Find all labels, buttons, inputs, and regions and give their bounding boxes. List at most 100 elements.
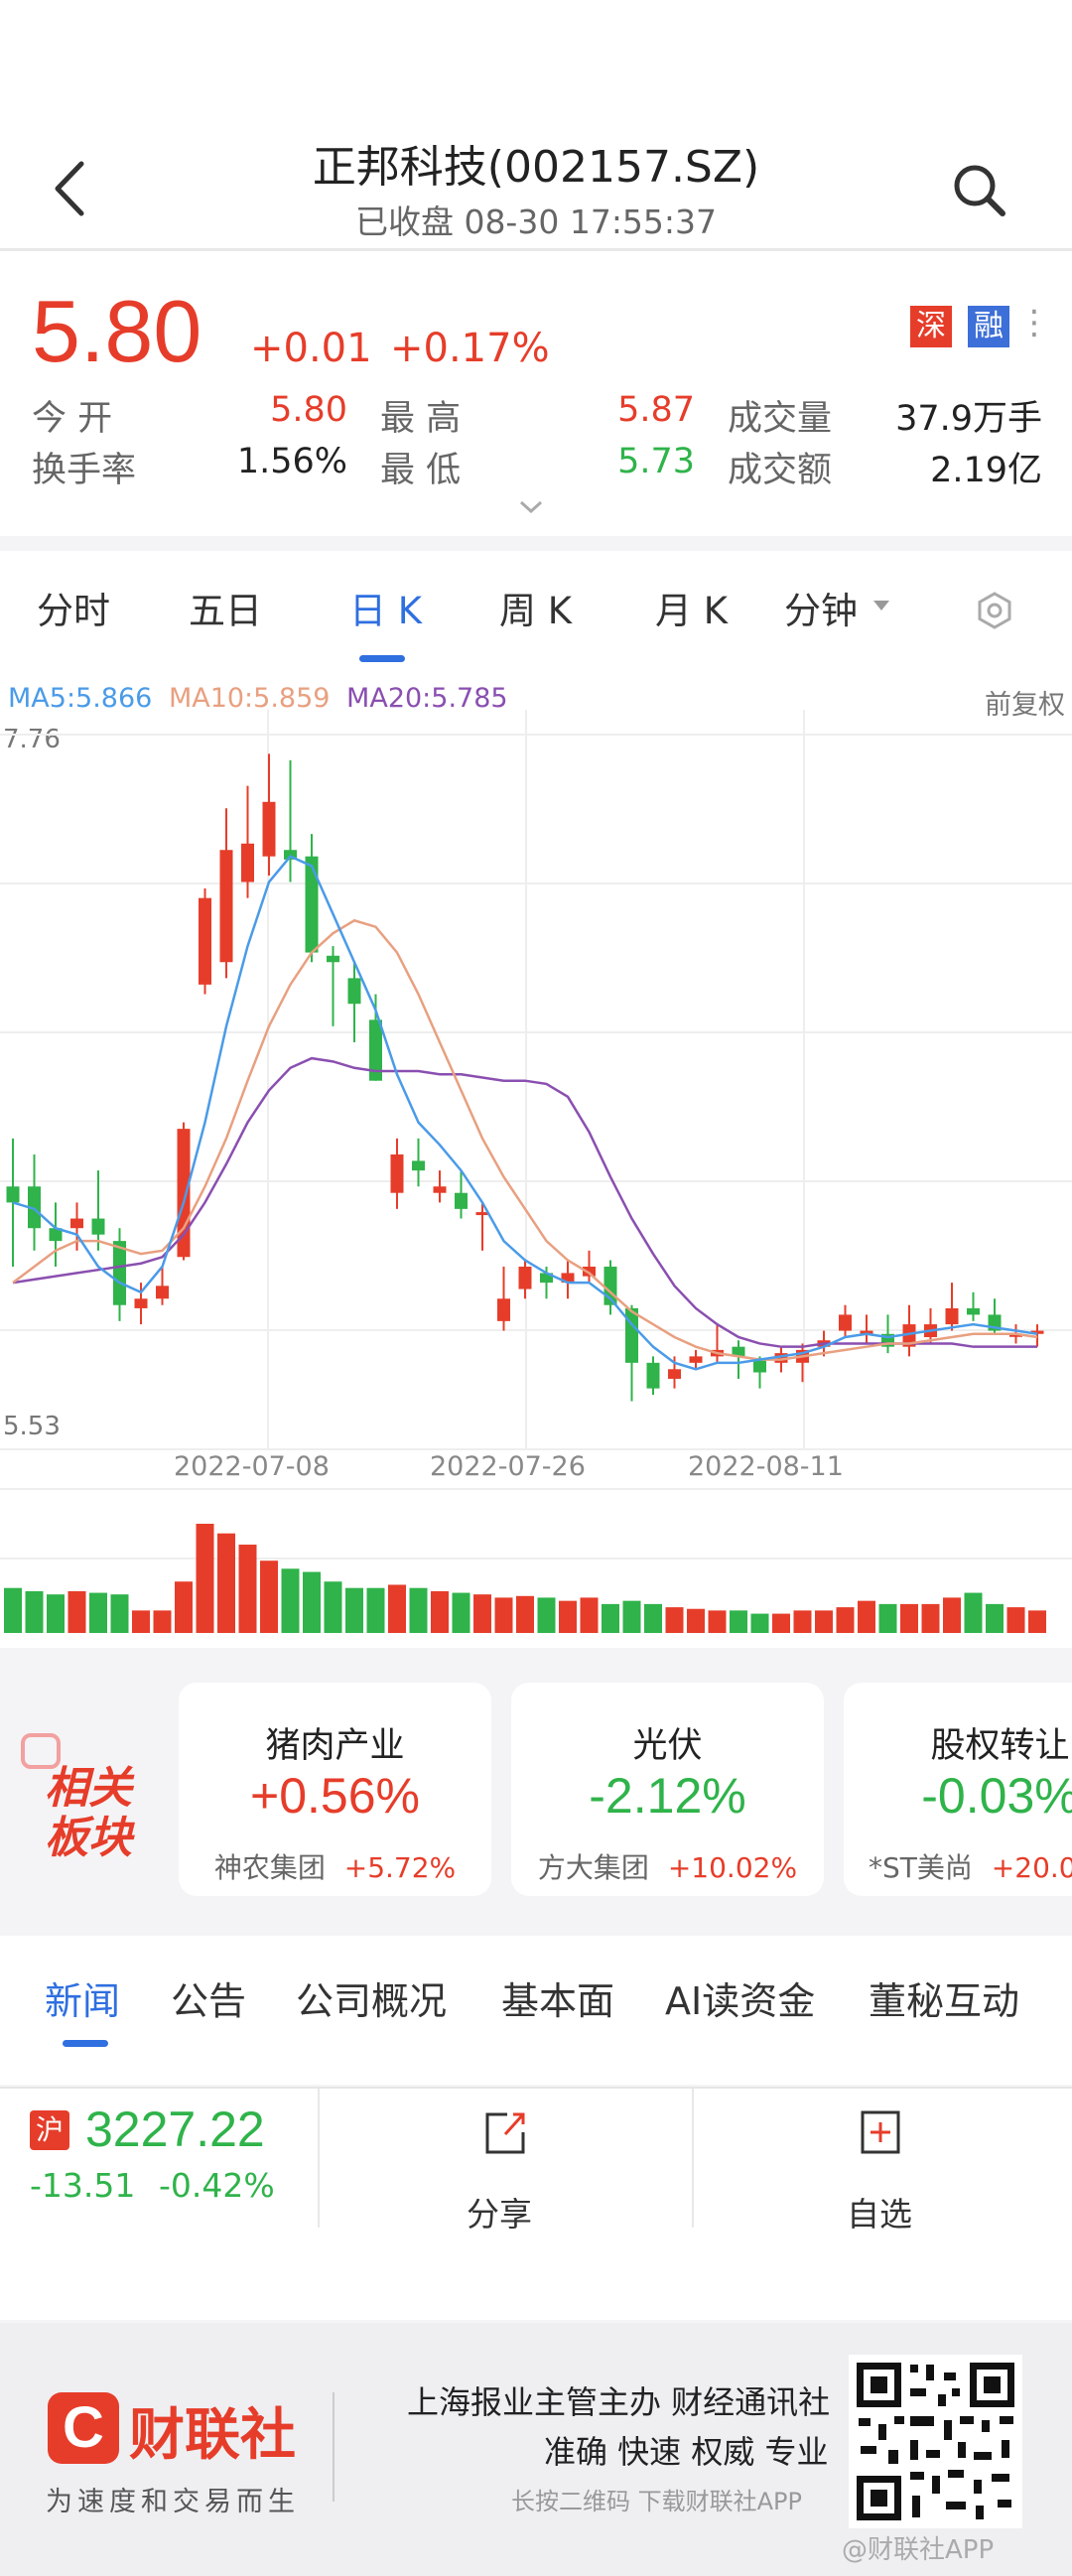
volume-bar xyxy=(580,1597,599,1633)
candle-body xyxy=(412,1160,425,1171)
tab-company-profile[interactable]: 公司概况 xyxy=(296,1979,448,2023)
volume-bar xyxy=(366,1587,385,1633)
leader-name: 神农集团 xyxy=(213,1851,326,1884)
high-value: 5.87 xyxy=(617,390,695,430)
trade-status: 已收盘 08-30 17:55:37 xyxy=(354,203,718,241)
volume-bar xyxy=(687,1608,705,1633)
volume-bar xyxy=(4,1587,22,1633)
sector-card-pork[interactable]: 猪肉产业 +0.56% 神农集团 +5.72% xyxy=(179,1683,491,1896)
last-price: 5.80 xyxy=(32,282,202,380)
candle-body xyxy=(583,1266,596,1277)
volume-bar xyxy=(175,1581,193,1633)
ma10-label: MA10:5.859 xyxy=(168,683,331,714)
chevron-down-icon[interactable] xyxy=(516,497,546,517)
candle-body xyxy=(433,1186,447,1193)
share-icon[interactable] xyxy=(483,2108,527,2156)
adjust-mode[interactable]: 前复权 xyxy=(985,690,1065,721)
tab-secretary-qa[interactable]: 董秘互动 xyxy=(869,1979,1020,2023)
volume-bar xyxy=(900,1603,918,1633)
candle-body xyxy=(219,850,233,963)
candle-body xyxy=(199,897,211,985)
candle-body xyxy=(689,1356,703,1363)
tab-five-day[interactable]: 五日 xyxy=(189,590,262,632)
sector-leader: 神农集团 +5.72% xyxy=(179,1846,491,1886)
amount-label: 成交额 xyxy=(728,451,833,490)
volume-bar xyxy=(473,1594,491,1633)
tab-ai-capital[interactable]: AI读资金 xyxy=(665,1979,816,2023)
sector-pct: -0.03% xyxy=(921,1768,1072,1824)
sector-card-equity-transfer[interactable]: 股权转让 -0.03% *ST美尚 +20.0 xyxy=(844,1683,1072,1896)
leader-name: 方大集团 xyxy=(537,1851,649,1884)
ma10-line xyxy=(12,918,1038,1361)
brand-slogan: 为速度和交易而生 xyxy=(46,2487,300,2517)
volume-bar xyxy=(132,1610,150,1633)
brand-logo-icon: C xyxy=(48,2392,119,2464)
candle-body xyxy=(646,1362,660,1389)
stock-title: 正邦科技(002157.SZ) xyxy=(312,142,760,193)
sector-pct: +0.56% xyxy=(250,1768,420,1824)
candle-body xyxy=(6,1186,20,1203)
tab-monthly-k[interactable]: 月 K xyxy=(655,590,729,632)
candle-body xyxy=(497,1298,510,1321)
low-value: 5.73 xyxy=(617,442,695,481)
settings-icon[interactable] xyxy=(975,591,1014,630)
price-axis-low: 5.53 xyxy=(3,1412,61,1441)
leader-name: *ST美尚 xyxy=(869,1851,973,1884)
tab-minute[interactable]: 分钟 xyxy=(784,590,858,632)
candle-body xyxy=(839,1314,852,1331)
x-date-3: 2022-08-11 xyxy=(688,1451,844,1482)
candle-body xyxy=(1009,1333,1022,1337)
candle-body xyxy=(177,1129,191,1258)
news-tabs: 新闻 公告 公司概况 基本面 AI读资金 董秘互动 xyxy=(0,1936,1072,2085)
volume-bar xyxy=(793,1610,812,1633)
tab-fundamentals[interactable]: 基本面 xyxy=(501,1979,615,2023)
volume-bar xyxy=(303,1571,321,1633)
sector-card-solar[interactable]: 光伏 -2.12% 方大集团 +10.02% xyxy=(511,1683,824,1896)
open-label: 今 开 xyxy=(32,399,113,439)
volume-bar xyxy=(516,1595,534,1633)
volume-bar xyxy=(772,1613,790,1633)
tab-daily-k[interactable]: 日 K xyxy=(349,590,423,632)
volume-bar xyxy=(644,1603,662,1633)
share-button[interactable]: 分享 xyxy=(467,2195,532,2234)
sector-logo-line2: 板块 xyxy=(45,1813,132,1863)
sector-badge-icon xyxy=(21,1733,61,1769)
volume-bar xyxy=(964,1592,983,1633)
volume-bar xyxy=(815,1610,833,1633)
tab-news[interactable]: 新闻 xyxy=(45,1979,121,2023)
sector-leader: 方大集团 +10.02% xyxy=(511,1846,824,1886)
volume-bar xyxy=(537,1597,556,1633)
bar-divider xyxy=(692,2089,694,2228)
index-change: -13.51 xyxy=(30,2166,136,2205)
leader-pct: +20.0 xyxy=(991,1851,1072,1884)
x-date-2: 2022-07-26 xyxy=(430,1451,586,1482)
amount-value: 2.19亿 xyxy=(930,451,1042,490)
favorite-button[interactable]: 自选 xyxy=(847,2195,912,2234)
open-value: 5.80 xyxy=(270,390,347,430)
sector-logo-line1: 相关 xyxy=(45,1763,132,1814)
more-icon[interactable]: ⋮ xyxy=(1017,303,1051,342)
index-value[interactable]: 3227.22 xyxy=(85,2101,265,2157)
tab-intraday[interactable]: 分时 xyxy=(37,590,110,632)
search-icon[interactable] xyxy=(943,154,1022,233)
tab-weekly-k[interactable]: 周 K xyxy=(499,590,573,632)
qr-code-icon[interactable] xyxy=(849,2355,1022,2528)
volume-bar xyxy=(858,1600,875,1633)
candle-body xyxy=(455,1192,468,1209)
candle-body xyxy=(540,1273,553,1284)
volume-bar xyxy=(388,1584,406,1633)
sector-pct: -2.12% xyxy=(589,1768,746,1824)
caret-down-icon xyxy=(873,601,889,610)
volume-bar xyxy=(986,1603,1004,1633)
ma5-line xyxy=(12,855,1038,1371)
candle-body xyxy=(668,1369,681,1379)
add-favorite-icon[interactable] xyxy=(859,2108,902,2156)
volume-bar xyxy=(559,1600,577,1633)
sector-name: 光伏 xyxy=(632,1726,703,1766)
volume-bar xyxy=(260,1560,278,1633)
volume-bar xyxy=(67,1590,86,1633)
candle-body xyxy=(113,1241,126,1305)
back-arrow-icon[interactable] xyxy=(40,149,99,228)
volume-bar xyxy=(708,1610,727,1633)
tab-announcements[interactable]: 公告 xyxy=(171,1979,247,2023)
